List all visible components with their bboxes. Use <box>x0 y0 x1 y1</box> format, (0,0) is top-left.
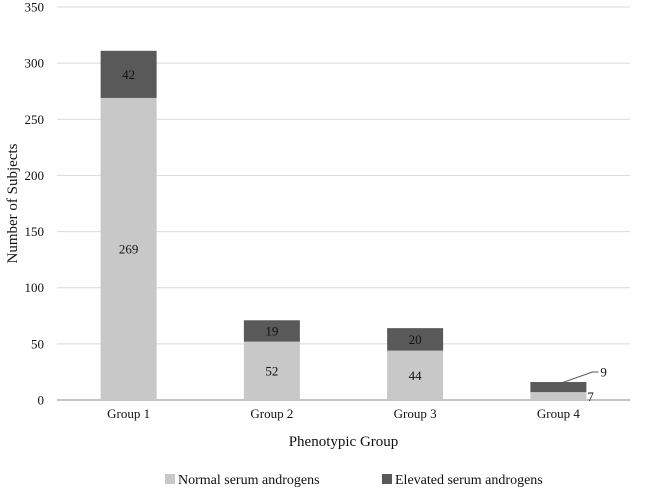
legend: Normal serum androgens Elevated serum and… <box>165 473 543 488</box>
elevated-bar-segment <box>387 328 444 351</box>
elevated-bar-segment <box>100 50 157 98</box>
y-tick-label: 350 <box>25 0 45 15</box>
data-label: 269 <box>119 241 139 256</box>
data-label: 44 <box>409 368 423 383</box>
y-axis-title: Number of Subjects <box>5 143 21 263</box>
elevated-bar-segment <box>530 382 587 393</box>
y-tick-label: 200 <box>25 168 45 183</box>
y-tick-label: 100 <box>25 280 45 295</box>
x-tick-label: Group 3 <box>394 406 437 421</box>
normal-bar-segment <box>387 350 444 400</box>
data-label: 19 <box>265 323 278 338</box>
x-axis-title: Phenotypic Group <box>289 434 399 450</box>
y-tick-label: 50 <box>31 336 44 351</box>
data-label: 42 <box>122 67 135 82</box>
legend-label: Elevated serum androgens <box>395 473 543 488</box>
y-axis-ticks: 0 50 100 150 200 250 300 350 <box>25 0 45 408</box>
x-tick-label: Group 2 <box>250 406 293 421</box>
x-axis-ticks: Group 1 Group 2 Group 3 Group 4 <box>107 406 580 421</box>
data-label: 20 <box>409 332 422 347</box>
normal-bar-segment <box>100 97 157 401</box>
leader-line <box>558 371 599 385</box>
x-tick-label: Group 4 <box>537 406 580 421</box>
y-tick-label: 0 <box>38 393 45 408</box>
data-label: 52 <box>265 363 278 378</box>
y-tick-label: 300 <box>25 56 45 71</box>
legend-swatch <box>382 474 392 484</box>
normal-bar-segment <box>243 341 300 400</box>
legend-swatch <box>165 474 175 484</box>
y-tick-label: 250 <box>25 112 45 127</box>
legend-label: Normal serum androgens <box>178 473 320 488</box>
x-tick-label: Group 1 <box>107 406 150 421</box>
data-label: 7 <box>587 389 594 404</box>
y-tick-label: 150 <box>25 224 45 239</box>
elevated-bar-segment <box>243 320 300 342</box>
bars: 269 42 52 19 44 20 97 <box>100 50 607 404</box>
normal-bar-segment <box>530 392 587 400</box>
data-label: 9 <box>600 365 607 380</box>
